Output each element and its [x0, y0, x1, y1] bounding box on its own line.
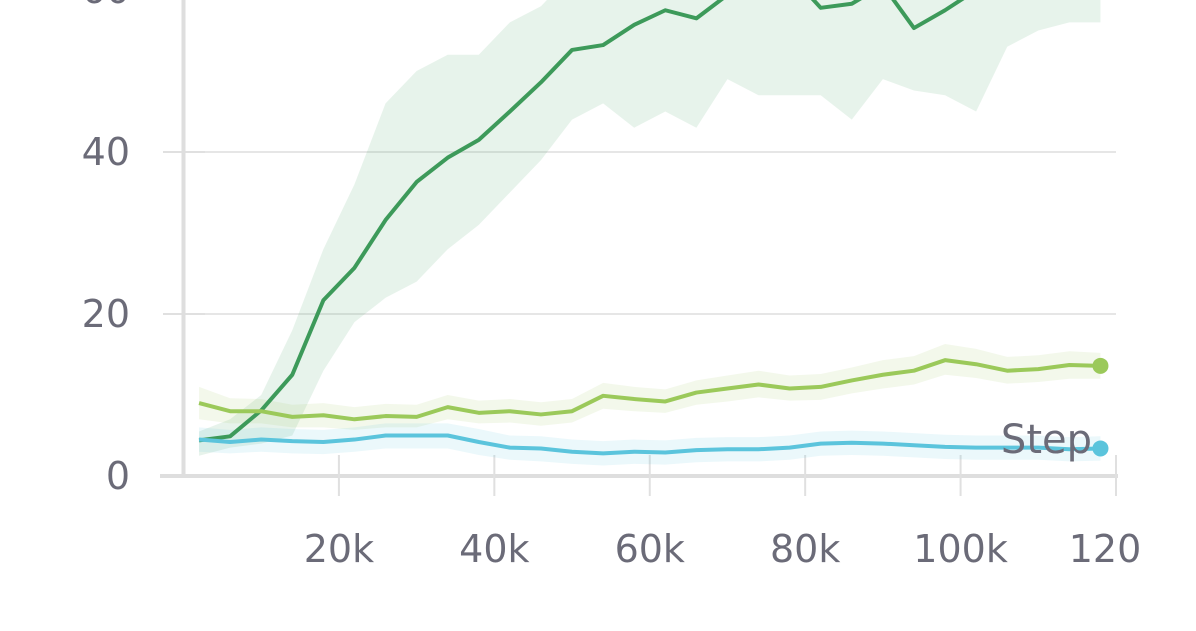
end-point [1092, 440, 1109, 457]
x-axis-label: Step [1001, 417, 1092, 463]
y-tick-label: 0 [106, 454, 130, 498]
line [198, 433, 1101, 456]
x-tick-label: 100k [913, 527, 1008, 571]
x-tick-label: 120k [1069, 527, 1164, 571]
band [199, 343, 1101, 430]
plot-area: 0 20 40 60 20k 40k 60k 80k 100k 120k Step [82, 0, 1164, 571]
y-tick-label: 20 [82, 292, 130, 336]
y-tick-label: 60 [82, 0, 130, 12]
band [199, 0, 1101, 456]
x-tick-label: 80k [770, 527, 840, 571]
y-tick-label: 40 [82, 130, 130, 174]
x-tick-label: 40k [459, 527, 529, 571]
x-tick-label: 20k [304, 527, 374, 571]
end-point [1092, 357, 1109, 374]
line [198, 358, 1101, 422]
line [198, 0, 965, 443]
band [199, 423, 1101, 466]
x-tick-label: 60k [615, 527, 685, 571]
